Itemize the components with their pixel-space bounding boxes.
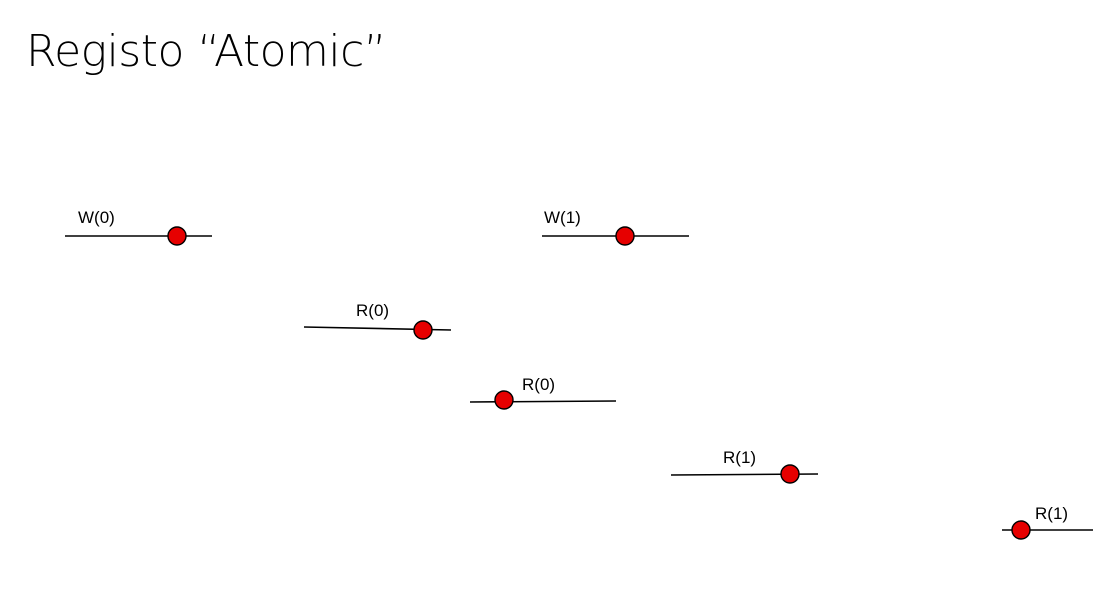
operation-read-1-a: R(1) (670, 448, 819, 484)
operation-write-0: W(0) (65, 208, 212, 246)
slide-title: Registo “Atomic” (26, 26, 387, 77)
operation-label: W(1) (544, 208, 581, 227)
operation-label: R(1) (1035, 504, 1068, 523)
operation-label: R(0) (356, 301, 389, 320)
operation-label: W(0) (78, 208, 115, 227)
operation-label: R(0) (522, 375, 555, 394)
operation-read-0-b: R(0) (469, 375, 617, 410)
linearization-point (413, 320, 433, 340)
operation-read-1-b: R(1) (1002, 504, 1093, 540)
linearization-point (494, 390, 514, 410)
linearization-point (167, 226, 187, 246)
operation-interval (469, 400, 617, 403)
linearization-point (780, 464, 800, 484)
operation-write-1: W(1) (542, 208, 689, 246)
operation-label: R(1) (723, 448, 756, 467)
linearization-point (1011, 520, 1031, 540)
linearization-point (615, 226, 635, 246)
operation-read-0-a: R(0) (303, 301, 452, 340)
